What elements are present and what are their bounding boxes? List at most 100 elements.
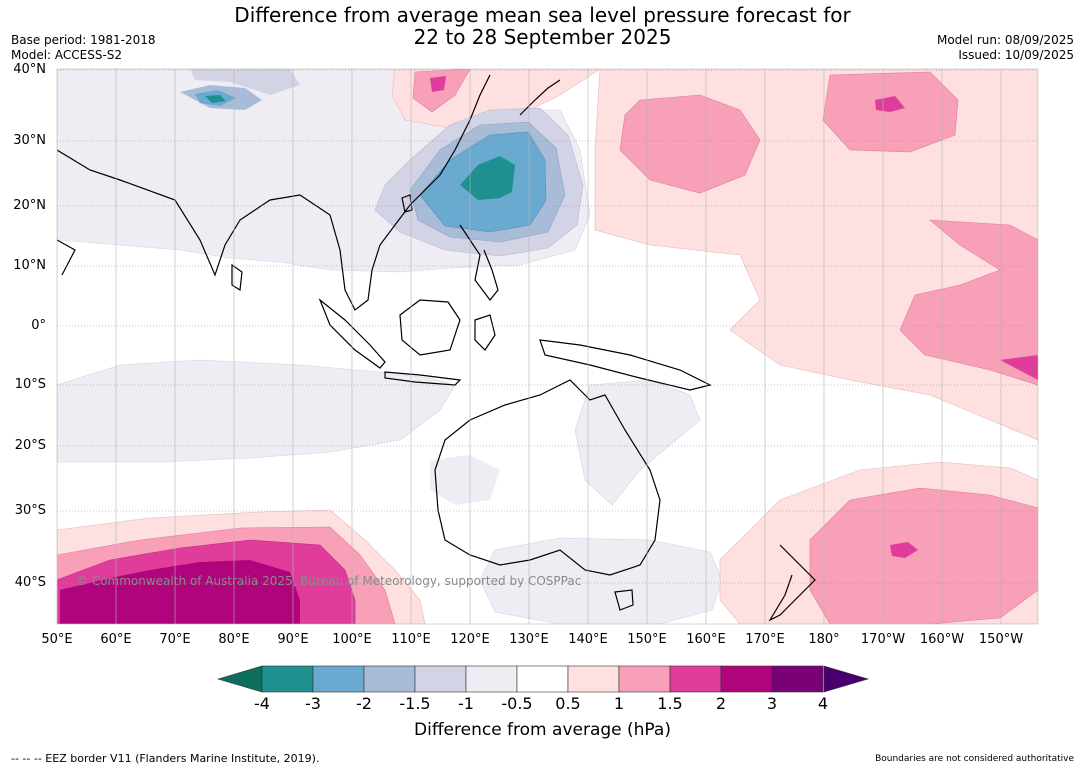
map-title: Difference from average mean sea level p… (0, 4, 1085, 48)
colorbar-segment (261, 665, 314, 693)
colorbar-segment (771, 665, 824, 693)
colorbar-segment (363, 665, 416, 693)
lon-label-140e: 140°E (568, 632, 608, 647)
colorbar-segment (720, 665, 773, 693)
lat-label-30s: 30°S (14, 503, 46, 518)
lon-label-110e: 110°E (391, 632, 431, 647)
lat-label-30n: 30°N (13, 133, 46, 148)
lon-label-120e: 120°E (450, 632, 490, 647)
anomaly-weak-negative-coral-sea (574, 379, 701, 506)
coast-china (419, 74, 491, 196)
colorbar-tick: -1.5 (399, 694, 431, 713)
issued-date: Issued: 10/09/2025 (958, 48, 1074, 62)
anomaly-strong-positive-south-pacific (890, 542, 918, 558)
anomaly-strong-positive-top (430, 76, 446, 92)
colorbar-tick: 3 (766, 694, 778, 713)
lon-label-100e: 100°E (332, 632, 372, 647)
coast-borneo (399, 299, 461, 356)
colorbar-tick: -1 (458, 694, 474, 713)
anomaly-very-strong-positive-south-indian (60, 560, 300, 624)
colorbar-tick: 1 (613, 694, 625, 713)
anomaly-positive-ne-cell (822, 71, 959, 153)
lon-label-130e: 130°E (509, 632, 549, 647)
lon-label-50e: 50°E (41, 632, 73, 647)
title-line-2: 22 to 28 September 2025 (413, 25, 672, 49)
lon-label-150w: 150°W (978, 632, 1024, 647)
anomaly-positive-south-pacific (809, 487, 1038, 624)
colorbar-tick: -3 (305, 694, 321, 713)
colorbar-over-arrow (823, 665, 870, 693)
meta-right: Model run: 08/09/2025 Issued: 10/09/2025 (937, 33, 1074, 63)
lat-label-40s: 40°S (14, 575, 46, 590)
lat-label-10s: 10°S (14, 377, 46, 392)
colorbar-segment (567, 665, 620, 693)
map-frame (56, 68, 1039, 625)
coast-india (57, 149, 301, 277)
coast-sulawesi (474, 314, 496, 351)
lon-label-170e: 170°E (745, 632, 785, 647)
colorbar-segments (261, 665, 824, 693)
lon-label-170w: 170°W (860, 632, 906, 647)
coast-tasmania (614, 589, 634, 611)
meridians (57, 69, 1002, 624)
lat-label-20s: 20°S (14, 438, 46, 453)
colorbar-tick: -4 (254, 694, 270, 713)
colorbar-label: Difference from average (hPa) (414, 720, 671, 740)
anomaly-weak-negative-south (479, 537, 723, 624)
coast-sri-lanka (231, 263, 243, 292)
colorbar-tick: -2 (356, 694, 372, 713)
lon-label-150e: 150°E (627, 632, 667, 647)
anomaly-negative-himalaya-core (205, 95, 226, 103)
meta-left: Base period: 1981-2018 Model: ACCESS-S2 (11, 33, 156, 63)
anomaly-positive-top-centre (412, 69, 471, 113)
colorbar-segment (516, 665, 569, 693)
coast-java (384, 371, 462, 386)
coast-se-asia (299, 194, 421, 311)
colorbar-segment (618, 665, 671, 693)
lon-label-80e: 80°E (218, 632, 250, 647)
colorbar-segment (312, 665, 365, 693)
boundaries-disclaimer: Boundaries are not considered authoritat… (875, 754, 1074, 764)
lon-label-70e: 70°E (159, 632, 191, 647)
anomaly-weak-negative-tibet (190, 69, 300, 95)
lat-label-20n: 20°N (13, 198, 46, 213)
map-area (57, 69, 1038, 624)
title-line-1: Difference from average mean sea level p… (234, 3, 851, 27)
anomaly-negative-core (460, 156, 515, 200)
lat-label-10n: 10°N (13, 258, 46, 273)
coast-taiwan (401, 194, 413, 213)
colorbar-tick: 0.5 (555, 694, 581, 713)
colorbar-tick: 4 (817, 694, 829, 713)
base-period: Base period: 1981-2018 (11, 33, 156, 47)
colorbar-segment (465, 665, 518, 693)
colorbar-segment (669, 665, 722, 693)
coast-australia (434, 379, 661, 576)
colorbar-tick: 1.5 (657, 694, 683, 713)
colorbar-segment (414, 665, 467, 693)
lon-label-90e: 90°E (277, 632, 309, 647)
colorbar (216, 665, 870, 693)
coast-japan (519, 79, 561, 116)
lat-label-40n: 40°N (13, 62, 46, 77)
lon-label-180: 180° (808, 632, 840, 647)
eez-note: -- -- -- EEZ border V11 (Flanders Marine… (11, 752, 320, 765)
lat-label-0: 0° (31, 318, 46, 333)
lon-label-160e: 160°E (686, 632, 726, 647)
lon-label-60e: 60°E (100, 632, 132, 647)
colorbar-under-arrow (216, 665, 263, 693)
anomaly-strong-positive-east (1000, 355, 1038, 380)
anomaly-positive-nw-pacific (619, 94, 761, 194)
coast-new-guinea (539, 339, 712, 391)
colorbar-tick: -0.5 (501, 694, 533, 713)
coast-arabia-africa (57, 239, 76, 276)
model-run: Model run: 08/09/2025 (936, 33, 1074, 47)
coast-sumatra (318, 298, 386, 369)
copyright-notice: © Commonwealth of Australia 2025, Bureau… (76, 574, 582, 588)
coast-new-zealand (768, 544, 816, 622)
colorbar-tick: 2 (715, 694, 727, 713)
coast-philippines (459, 224, 499, 301)
model-name: Model: ACCESS-S2 (11, 48, 123, 62)
lon-label-160w: 160°W (919, 632, 965, 647)
anomaly-weak-negative-australia (430, 455, 500, 505)
